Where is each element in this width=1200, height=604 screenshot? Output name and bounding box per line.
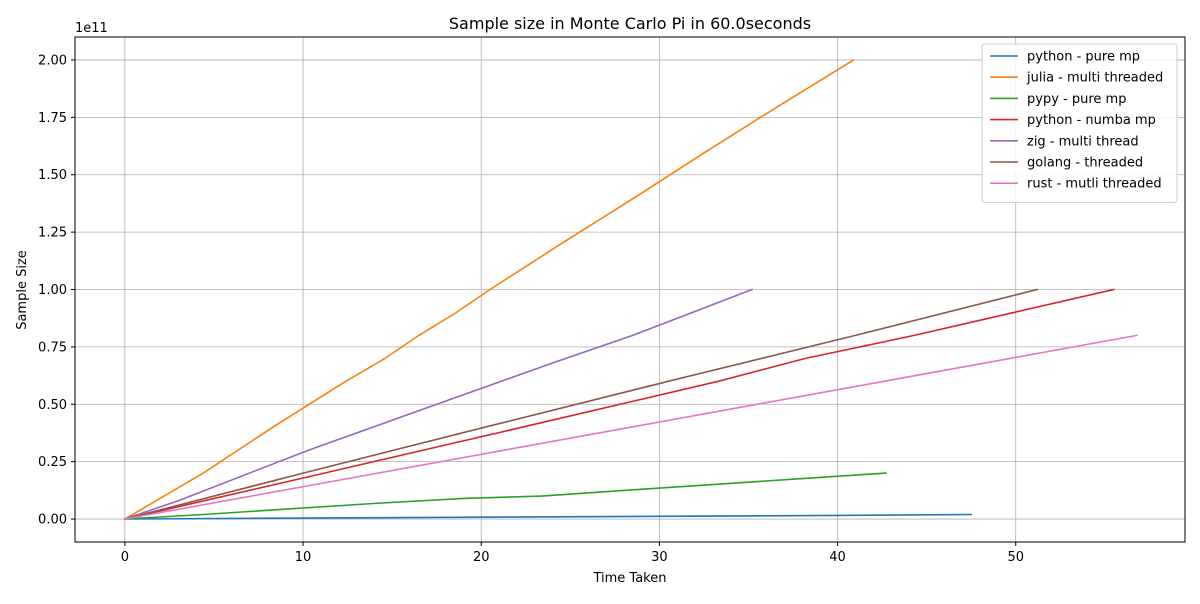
series-line <box>124 472 887 520</box>
series-line <box>123 288 1039 520</box>
y-tick-label: 1.00 <box>38 283 67 298</box>
y-tick-label: 0.25 <box>38 455 67 470</box>
y-tick-label: 2.00 <box>38 53 67 68</box>
legend-box <box>981 43 1178 203</box>
series-line <box>124 513 973 520</box>
series-line <box>123 58 855 521</box>
x-tick-label: 40 <box>829 550 846 565</box>
y-axis-label: Sample Size <box>15 250 30 330</box>
x-tick-label: 10 <box>295 550 312 565</box>
y-tick-label: 1.75 <box>38 111 67 126</box>
series-line <box>123 288 754 521</box>
y-tick-label: 1.25 <box>38 226 67 241</box>
legend-label: zig - multi thread <box>1027 134 1139 149</box>
y-tick-label: 0.50 <box>38 398 67 413</box>
chart-title: Sample size in Monte Carlo Pi in 60.0sec… <box>449 14 811 33</box>
legend-label: julia - multi threaded <box>1026 71 1163 86</box>
legend-label: python - pure mp <box>1027 50 1140 65</box>
series-line <box>123 334 1138 520</box>
legend: python - pure mp julia - multi threaded py… <box>981 43 1178 203</box>
legend-label: python - numba mp <box>1027 113 1156 128</box>
x-tick-label: 50 <box>1007 550 1024 565</box>
legend-label: rust - mutli threaded <box>1027 177 1162 192</box>
x-tick-label: 0 <box>121 550 129 565</box>
y-tick-label: 1.50 <box>38 168 67 183</box>
y-axis-ticks: 0.00 0.25 0.50 0.75 1.00 1.25 1.50 1.75 2.00 <box>38 53 75 528</box>
y-axis-offset-label: 1e11 <box>75 21 108 36</box>
legend-label: golang - threaded <box>1027 156 1143 171</box>
x-tick-label: 30 <box>651 550 668 565</box>
x-tick-label: 20 <box>473 550 490 565</box>
x-axis-ticks: 0 10 20 30 40 50 <box>121 542 1024 565</box>
legend-label: pypy - pure mp <box>1027 92 1126 107</box>
series-lines <box>123 58 1138 521</box>
grid <box>75 37 1185 542</box>
y-tick-label: 0.00 <box>38 513 67 528</box>
y-tick-label: 0.75 <box>38 340 67 355</box>
x-axis-label: Time Taken <box>592 571 666 586</box>
series-line <box>123 288 1115 520</box>
